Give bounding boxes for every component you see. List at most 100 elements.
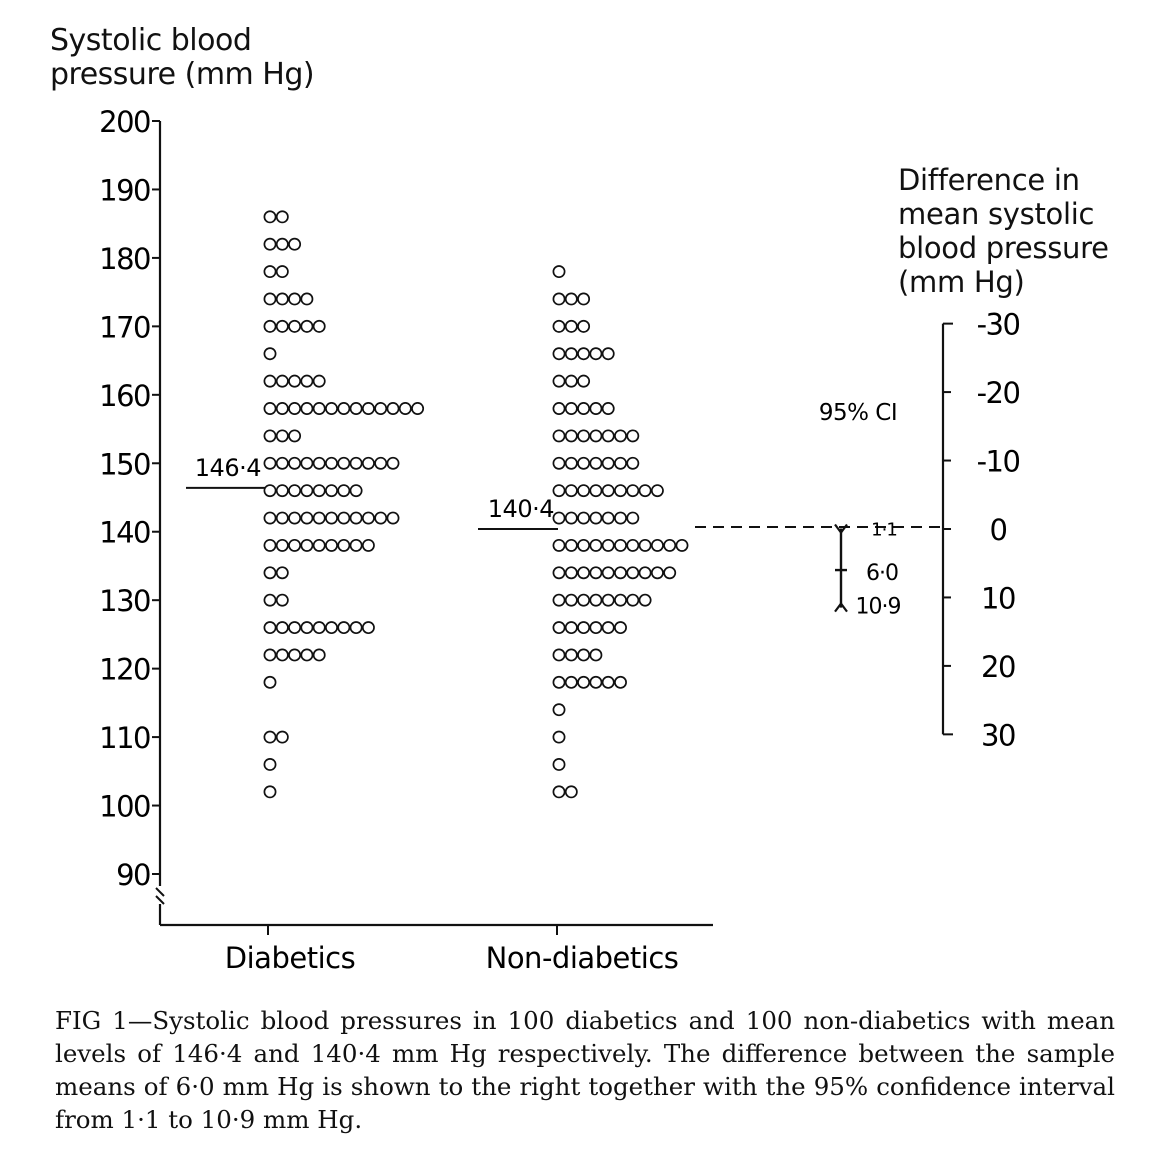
y-tick-label-110: 110 (99, 721, 150, 755)
y-axis-title: Systolic blood pressure (mm Hg) (50, 23, 315, 92)
data-point (275, 374, 289, 388)
data-point (263, 402, 277, 415)
data-point (263, 265, 277, 279)
data-point (564, 621, 578, 635)
difference-tick-label: 0 (990, 513, 1007, 547)
data-point (374, 402, 388, 415)
ci-estimate-label: 6·0 (866, 561, 898, 586)
difference-axis-title-line3: blood pressure (898, 231, 1109, 265)
data-point (312, 511, 326, 525)
data-point (552, 292, 566, 306)
mean-label: 146·4 (195, 454, 261, 482)
y-tick-label-100: 100 (99, 790, 150, 824)
data-point (577, 292, 591, 306)
y-tick-label-130: 130 (99, 584, 150, 618)
data-point (288, 484, 302, 498)
data-point (577, 402, 591, 415)
data-point (589, 347, 603, 361)
y-tick-label-150: 150 (99, 447, 150, 481)
data-point (337, 456, 351, 470)
data-point (577, 374, 591, 388)
data-point (626, 511, 640, 525)
data-point (361, 538, 375, 552)
data-point (614, 484, 627, 498)
data-point (564, 374, 578, 388)
y-tick-label-140: 140 (99, 516, 150, 550)
data-point (564, 593, 578, 607)
data-point (386, 402, 400, 415)
data-point (601, 593, 615, 607)
data-point (275, 402, 289, 415)
data-point (601, 347, 615, 361)
data-point (398, 402, 412, 415)
data-point (577, 593, 591, 607)
data-point (325, 511, 338, 525)
data-point (275, 265, 289, 279)
data-point (638, 566, 652, 580)
data-point (589, 621, 603, 635)
data-point (577, 319, 591, 333)
data-point (601, 566, 615, 580)
data-point (626, 484, 640, 498)
data-point (601, 538, 615, 552)
difference-tick-label: 30 (981, 718, 1015, 752)
data-point (263, 758, 277, 771)
data-point (263, 538, 277, 552)
data-point (288, 621, 302, 635)
data-point (263, 210, 277, 224)
data-point (275, 511, 289, 525)
data-point (288, 429, 302, 443)
data-point (614, 429, 627, 443)
data-point (263, 566, 277, 580)
data-point (263, 593, 277, 607)
data-point (325, 402, 338, 415)
data-point (614, 456, 627, 470)
data-point (589, 538, 603, 552)
data-point (564, 785, 578, 799)
data-point (275, 292, 289, 306)
dot-plot-chart: 90100110120130140150160170180190200Diabe… (99, 105, 1021, 975)
data-point (337, 402, 351, 415)
data-point (349, 402, 363, 415)
data-point (564, 675, 578, 689)
data-point (614, 675, 627, 689)
data-point (288, 319, 302, 333)
data-point (564, 347, 578, 361)
data-point (564, 292, 578, 306)
data-point (552, 566, 566, 580)
data-point (263, 292, 277, 306)
data-point (589, 593, 603, 607)
data-point (589, 675, 603, 689)
data-point (325, 621, 338, 635)
data-point (577, 347, 591, 361)
y-tick-label-200: 200 (99, 105, 150, 139)
data-point (288, 456, 302, 470)
y-tick-label-170: 170 (99, 310, 150, 344)
data-point (337, 621, 351, 635)
caption-text: —Systolic blood pressures in 100 diabeti… (55, 1006, 1115, 1134)
data-point (552, 429, 566, 443)
data-point (275, 484, 289, 498)
data-point (288, 292, 302, 306)
data-point (300, 292, 314, 306)
data-point (349, 511, 363, 525)
data-point (263, 374, 277, 388)
data-point (275, 429, 289, 443)
data-point (564, 648, 578, 662)
data-point (411, 402, 425, 415)
data-point (552, 456, 566, 470)
data-point (552, 347, 566, 361)
data-point (275, 593, 289, 607)
data-point (552, 785, 566, 799)
data-point (263, 621, 277, 635)
data-point (577, 566, 591, 580)
difference-tick-label: -20 (977, 376, 1020, 410)
data-point (263, 319, 277, 333)
data-point (300, 456, 314, 470)
y-axis-title-line1: Systolic blood (50, 23, 252, 58)
data-point (589, 511, 603, 525)
data-point (288, 374, 302, 388)
data-point (601, 402, 615, 415)
difference-tick-label: -30 (977, 308, 1020, 342)
data-point (589, 566, 603, 580)
